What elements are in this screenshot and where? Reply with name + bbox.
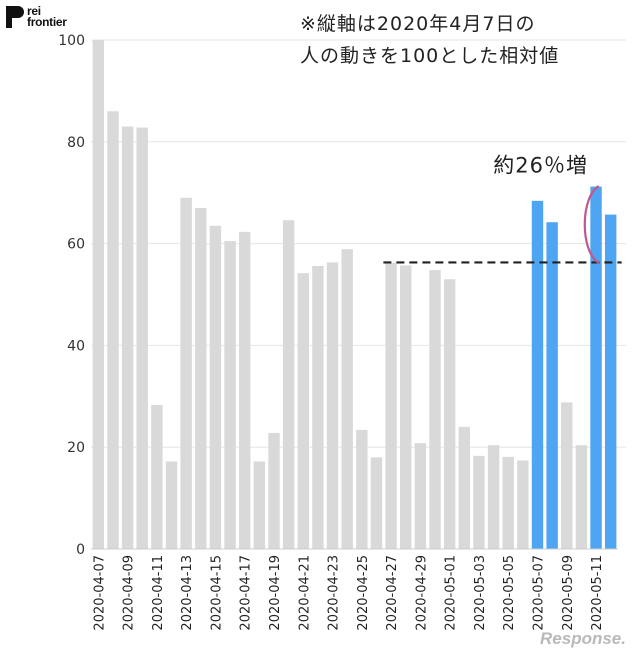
bar: [561, 402, 573, 549]
grid-layer: [91, 39, 626, 448]
bar: [136, 127, 148, 549]
bar: [326, 262, 339, 549]
x-tick-label: 2020-04-23: [327, 555, 342, 631]
logo: rei frontier: [6, 4, 67, 29]
y-tick-label: 60: [67, 237, 85, 253]
bar-layer: [92, 40, 617, 550]
x-tick-label: 2020-05-11: [590, 555, 605, 631]
x-tick-label: 2020-04-17: [239, 555, 254, 631]
x-tick-label: 2020-04-27: [385, 555, 400, 631]
x-tick-label: 2020-05-07: [531, 555, 546, 631]
annotation-layer: 約26％増: [383, 154, 622, 264]
logo-text: rei frontier: [27, 4, 67, 29]
x-tick-label: 2020-05-01: [444, 555, 459, 631]
bar: [487, 445, 500, 549]
bar: [370, 457, 383, 549]
x-tick-label: 2020-04-09: [122, 555, 137, 631]
bar: [356, 429, 368, 549]
axis-layer: 0 20 40 60 80 100 2020-04-07 2020-04-09 2020-04-…: [58, 33, 618, 631]
bar: [180, 197, 192, 550]
bar: [151, 404, 163, 549]
y-tick-label: 0: [76, 542, 85, 558]
axis-note-line1: ※縦軸は2020年4月7日の: [300, 13, 536, 35]
bar: [107, 111, 119, 549]
y-tick-label: 40: [67, 338, 85, 354]
bar: [121, 126, 134, 549]
x-tick-label: 2020-04-21: [297, 555, 312, 631]
bar-highlight: [531, 200, 544, 549]
bar: [297, 273, 309, 549]
x-tick-label: 2020-04-25: [356, 555, 371, 631]
x-tick-label: 2020-04-19: [268, 555, 283, 631]
bar-highlight: [590, 186, 602, 550]
bar: [575, 445, 588, 549]
bar: [268, 432, 280, 549]
y-tick-label: 80: [67, 135, 85, 151]
increase-label: 約26％増: [493, 154, 588, 178]
bar: [238, 231, 251, 549]
increase-bracket: [583, 185, 600, 264]
bar: [312, 265, 324, 549]
logo-line1: rei: [27, 4, 41, 18]
y-tick-label: 20: [67, 440, 85, 456]
bar: [385, 262, 397, 549]
bar: [443, 279, 456, 549]
bar-highlight: [604, 214, 617, 549]
bar: [92, 40, 105, 549]
x-tick-label: 2020-04-15: [209, 555, 224, 631]
watermark: Response.: [540, 629, 626, 648]
bar: [502, 456, 514, 549]
bar: [253, 461, 266, 549]
axis-note-line2: 人の動きを100とした相対値: [300, 45, 560, 67]
y-tick-label: 100: [58, 33, 85, 49]
x-tick-label: 2020-04-11: [151, 555, 166, 631]
bar: [282, 220, 295, 549]
x-tick-label: 2020-05-03: [473, 555, 488, 631]
axis-note: ※縦軸は2020年4月7日の 人の動きを100とした相対値: [300, 8, 635, 72]
bar-highlight: [546, 222, 558, 550]
bar: [458, 426, 471, 549]
x-tick-label: 2020-04-13: [180, 555, 195, 631]
bar: [400, 265, 412, 549]
logo-line2: frontier: [27, 15, 67, 29]
x-tick-label: 2020-05-05: [502, 555, 517, 631]
bar: [473, 455, 485, 549]
bar: [341, 249, 353, 549]
bar: [195, 207, 207, 549]
x-tick-label: 2020-05-09: [561, 555, 576, 631]
bar: [209, 225, 222, 549]
logo-mark-icon: [6, 6, 24, 28]
bar: [517, 460, 529, 549]
x-tick-label: 2020-04-29: [414, 555, 429, 631]
bar: [165, 461, 178, 549]
x-tick-label: 2020-04-07: [92, 555, 107, 631]
bar: [414, 443, 427, 549]
bar: [429, 270, 441, 549]
bar: [224, 241, 236, 549]
